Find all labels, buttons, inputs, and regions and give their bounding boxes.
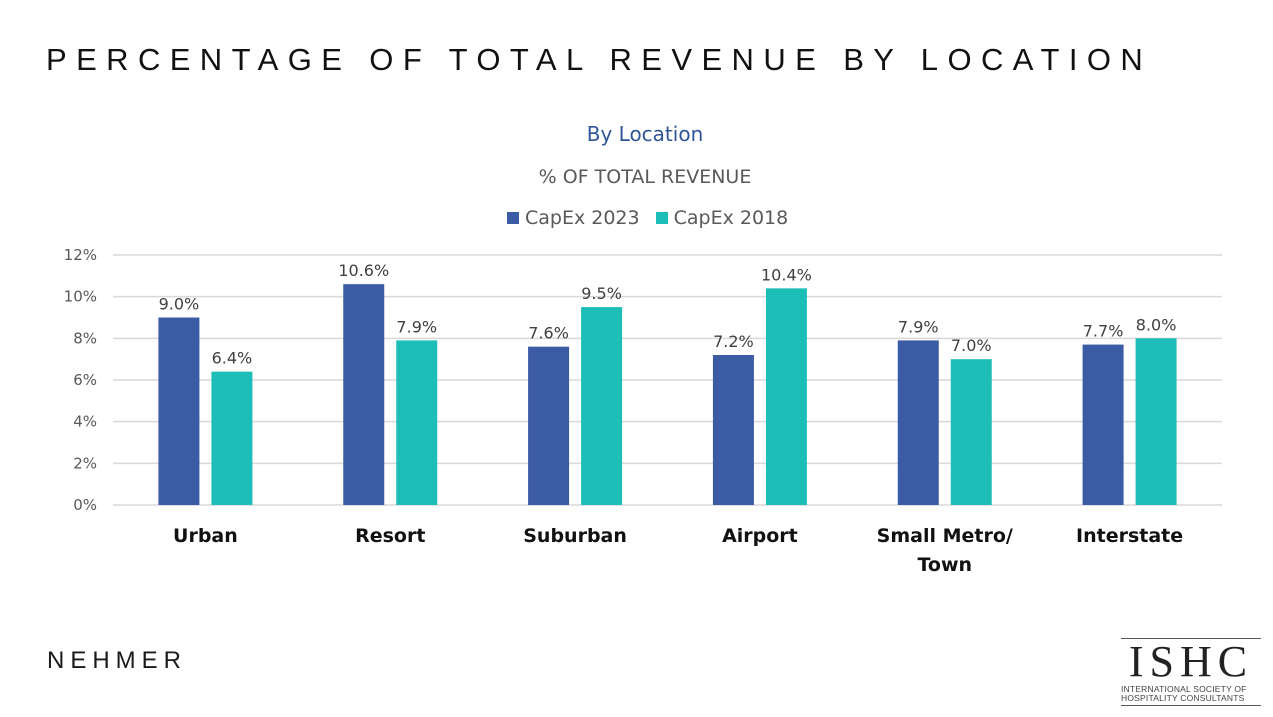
data-label: 7.9%: [898, 317, 939, 336]
y-tick-label: 8%: [73, 329, 97, 347]
x-tick-label: Interstate: [1076, 525, 1183, 547]
ishc-subtitle-line1: INTERNATIONAL SOCIETY OF: [1121, 684, 1247, 694]
chart-title: By Location: [586, 122, 704, 146]
bar-capex-2023: [158, 317, 200, 505]
legend-label: CapEx 2023: [525, 207, 640, 229]
x-tick-label: Small Metro/: [877, 525, 1013, 547]
x-axis: Urban Resort Suburban Airport Small Metro/To…: [173, 525, 1183, 576]
y-tick-label: 2%: [73, 454, 97, 472]
y-tick-label: 4%: [73, 413, 97, 431]
x-tick-label: Airport: [722, 525, 798, 547]
x-tick-label: Town: [917, 554, 972, 576]
data-label: 9.0%: [159, 295, 200, 314]
nehmer-logo: NEHMER: [47, 647, 188, 674]
data-label: 7.0%: [951, 336, 992, 355]
bar-capex-2018: [396, 340, 438, 505]
data-labels: 9.0% 6.4% 10.6% 7.9% 7.6% 9.5% 7.2% 10.4% 7.9% 7.…: [159, 261, 1177, 368]
legend-label: CapEx 2018: [673, 207, 789, 229]
bars: [158, 284, 1177, 505]
bar-capex-2023: [343, 284, 385, 505]
data-label: 7.9%: [396, 317, 437, 336]
legend-swatch: [655, 212, 668, 224]
x-tick-label: Urban: [173, 525, 238, 547]
data-label: 10.6%: [338, 261, 389, 280]
chart-subtitle: % OF TOTAL REVENUE: [538, 166, 752, 188]
ishc-subtitle-line2: HOSPITALITY CONSULTANTS: [1121, 693, 1245, 703]
gridlines: [113, 254, 1222, 506]
bar-capex-2023: [712, 355, 754, 505]
y-tick-label: 0%: [73, 496, 97, 514]
y-axis: 0% 2% 4% 6% 8% 10% 12%: [64, 246, 97, 514]
y-tick-label: 12%: [64, 246, 97, 264]
data-label: 7.7%: [1083, 322, 1124, 341]
data-label: 7.6%: [528, 324, 569, 343]
bar-capex-2018: [581, 307, 623, 505]
logo-rule: [1121, 705, 1261, 706]
data-label: 9.5%: [581, 284, 622, 303]
ishc-logo: ISHC INTERNATIONAL SOCIETY OF HOSPITALIT…: [1121, 638, 1261, 706]
chart-legend: CapEx 2023 CapEx 2018: [507, 207, 804, 229]
bar-capex-2018: [950, 359, 992, 505]
bar-capex-2023: [1082, 344, 1124, 505]
bar-capex-2018: [765, 288, 807, 505]
legend-swatch: [507, 212, 519, 224]
bar-capex-2018: [1135, 338, 1177, 505]
legend-item-capex-2018: CapEx 2018: [655, 207, 789, 229]
data-label: 10.4%: [761, 265, 812, 284]
bar-capex-2023: [528, 346, 570, 505]
data-label: 6.4%: [212, 349, 253, 368]
data-label: 7.2%: [713, 332, 754, 351]
y-tick-label: 10%: [64, 288, 97, 306]
data-label: 8.0%: [1136, 315, 1177, 334]
ishc-mark: ISHC: [1128, 637, 1254, 686]
slide-title: PERCENTAGE OF TOTAL REVENUE BY LOCATION: [46, 42, 1153, 77]
bar-capex-2018: [211, 371, 253, 505]
logo-rule: [1121, 638, 1261, 639]
y-tick-label: 6%: [73, 371, 97, 389]
x-tick-label: Suburban: [523, 525, 627, 547]
bar-capex-2023: [897, 340, 939, 505]
legend-item-capex-2023: CapEx 2023: [507, 207, 640, 229]
x-tick-label: Resort: [355, 525, 425, 547]
